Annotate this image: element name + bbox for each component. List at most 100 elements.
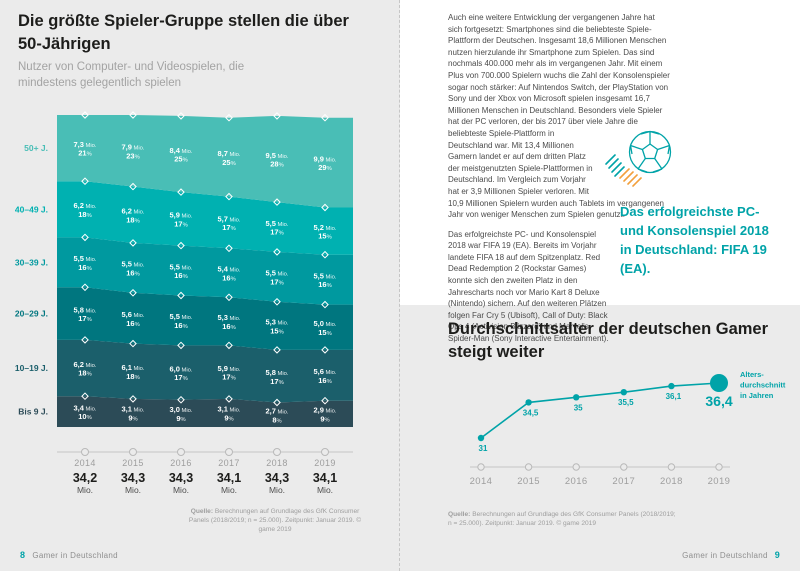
svg-text:5,2 Mio.: 5,2 Mio. bbox=[314, 223, 337, 232]
svg-text:5,6 Mio.: 5,6 Mio. bbox=[122, 310, 145, 319]
svg-text:5,5 Mio.: 5,5 Mio. bbox=[122, 260, 145, 269]
svg-text:17%: 17% bbox=[174, 373, 188, 382]
svg-text:34,3: 34,3 bbox=[121, 471, 145, 485]
stacked-bands bbox=[57, 115, 353, 427]
svg-text:15%: 15% bbox=[318, 328, 332, 337]
svg-text:16%: 16% bbox=[318, 376, 332, 385]
svg-text:6,2 Mio.: 6,2 Mio. bbox=[122, 207, 145, 216]
svg-text:Mio.: Mio. bbox=[221, 485, 237, 495]
svg-text:6,2 Mio.: 6,2 Mio. bbox=[74, 201, 97, 210]
page-left: Die größte Spieler-Gruppe stellen die üb… bbox=[15, 12, 368, 560]
svg-text:17%: 17% bbox=[270, 278, 284, 287]
svg-text:34,2: 34,2 bbox=[73, 471, 97, 485]
svg-text:16%: 16% bbox=[174, 321, 188, 330]
svg-text:2016: 2016 bbox=[565, 476, 588, 487]
svg-text:29%: 29% bbox=[318, 163, 332, 172]
value-label: 34,5 bbox=[523, 408, 539, 417]
age-group-label: 10–19 J. bbox=[15, 363, 48, 373]
svg-text:17%: 17% bbox=[78, 314, 92, 323]
svg-text:16%: 16% bbox=[126, 319, 140, 328]
svg-text:5,8 Mio.: 5,8 Mio. bbox=[74, 305, 97, 314]
svg-text:durchschnitt: durchschnitt bbox=[740, 381, 786, 390]
white-background-block bbox=[400, 0, 800, 305]
svg-text:5,8 Mio.: 5,8 Mio. bbox=[266, 368, 289, 377]
svg-text:Mio.: Mio. bbox=[173, 485, 189, 495]
svg-text:16%: 16% bbox=[222, 273, 236, 282]
source-note: Quelle: Berechnungen auf Grundlage des G… bbox=[182, 508, 368, 534]
svg-text:8,4 Mio.: 8,4 Mio. bbox=[170, 146, 193, 155]
soccer-ball-icon bbox=[605, 130, 672, 187]
svg-text:5,5 Mio.: 5,5 Mio. bbox=[266, 269, 289, 278]
svg-text:18%: 18% bbox=[126, 215, 140, 224]
source-label: Quelle: bbox=[190, 508, 214, 515]
svg-text:15%: 15% bbox=[318, 232, 332, 241]
data-point bbox=[620, 389, 627, 396]
svg-text:5,9 Mio.: 5,9 Mio. bbox=[170, 211, 193, 220]
age-group-label: 20–29 J. bbox=[15, 309, 48, 319]
svg-text:3,1 Mio.: 3,1 Mio. bbox=[218, 405, 241, 414]
svg-text:7,9 Mio.: 7,9 Mio. bbox=[122, 143, 145, 152]
footer-left: 8 Gamer in Deutschland bbox=[20, 550, 118, 560]
svg-text:16%: 16% bbox=[174, 271, 188, 280]
svg-text:10%: 10% bbox=[78, 412, 92, 421]
svg-text:3,1 Mio.: 3,1 Mio. bbox=[122, 405, 145, 414]
svg-text:5,4 Mio.: 5,4 Mio. bbox=[218, 265, 241, 274]
svg-text:2017: 2017 bbox=[218, 458, 240, 468]
svg-text:25%: 25% bbox=[174, 155, 188, 164]
svg-text:5,0 Mio.: 5,0 Mio. bbox=[314, 319, 337, 328]
average-age-line-chart: 31 34,5 35 35,5 36,1 36,4 2014 2015 2016 2017 2018… bbox=[470, 370, 786, 487]
value-label: 31 bbox=[479, 444, 488, 453]
section-title: Durchschnittsalter der deutschen Gamer s… bbox=[448, 320, 769, 361]
data-point bbox=[477, 434, 485, 442]
svg-text:9%: 9% bbox=[224, 414, 233, 423]
svg-text:9%: 9% bbox=[320, 414, 329, 423]
svg-text:18%: 18% bbox=[126, 372, 140, 381]
stacked-area-chart: 7,3 Mio.21%7,9 Mio.23%8,4 Mio.25%8,7 Mio… bbox=[15, 111, 353, 495]
svg-text:Mio.: Mio. bbox=[125, 485, 141, 495]
svg-text:18%: 18% bbox=[78, 210, 92, 219]
svg-text:3,4 Mio.: 3,4 Mio. bbox=[74, 403, 97, 412]
svg-text:17%: 17% bbox=[270, 377, 284, 386]
paragraph-top-games: Das erfolgreichste PC- und Konsolenspiel… bbox=[448, 229, 609, 344]
band-10–19 J. bbox=[57, 339, 353, 403]
svg-text:9,9 Mio.: 9,9 Mio. bbox=[314, 154, 337, 163]
band-50+ J. bbox=[57, 115, 353, 208]
svg-text:9%: 9% bbox=[128, 414, 137, 423]
svg-text:7,3 Mio.: 7,3 Mio. bbox=[74, 140, 97, 149]
svg-text:28%: 28% bbox=[270, 160, 284, 169]
svg-text:Mio.: Mio. bbox=[317, 485, 333, 495]
svg-text:16%: 16% bbox=[126, 268, 140, 277]
svg-text:2014: 2014 bbox=[74, 458, 96, 468]
source-label: Quelle: bbox=[448, 511, 471, 518]
svg-text:2018: 2018 bbox=[266, 458, 288, 468]
value-label: 36,1 bbox=[666, 392, 682, 401]
band-markers bbox=[81, 111, 329, 407]
svg-text:8%: 8% bbox=[272, 415, 281, 424]
age-group-label: Bis 9 J. bbox=[18, 407, 48, 417]
footer-label: Gamer in Deutschland bbox=[32, 551, 118, 560]
svg-text:5,5 Mio.: 5,5 Mio. bbox=[314, 271, 337, 280]
value-label: 35 bbox=[574, 403, 583, 412]
svg-text:17%: 17% bbox=[174, 219, 188, 228]
svg-text:6,0 Mio.: 6,0 Mio. bbox=[170, 364, 193, 373]
svg-text:34,1: 34,1 bbox=[217, 471, 241, 485]
svg-text:5,7 Mio.: 5,7 Mio. bbox=[218, 214, 241, 223]
svg-text:34,3: 34,3 bbox=[169, 471, 193, 485]
band-30–39 J. bbox=[57, 237, 353, 305]
svg-text:9,5 Mio.: 9,5 Mio. bbox=[266, 151, 289, 160]
body-text-column: Auch eine weitere Entwicklung der vergan… bbox=[448, 12, 672, 345]
svg-text:3,0 Mio.: 3,0 Mio. bbox=[170, 405, 193, 414]
age-trend-line: 31 34,5 35 35,5 36,1 36,4 bbox=[477, 374, 733, 453]
svg-text:Mio.: Mio. bbox=[77, 485, 93, 495]
svg-text:2019: 2019 bbox=[314, 458, 336, 468]
svg-text:Alters-: Alters- bbox=[740, 370, 764, 379]
svg-text:17%: 17% bbox=[222, 373, 236, 382]
svg-text:5,6 Mio.: 5,6 Mio. bbox=[314, 367, 337, 376]
fifa-callout: Das erfolgreichste PC- und Konsolenspiel… bbox=[620, 204, 769, 276]
svg-text:2017: 2017 bbox=[612, 476, 635, 487]
svg-text:34,3: 34,3 bbox=[265, 471, 289, 485]
source-note: Quelle: Berechnungen auf Grundlage des G… bbox=[448, 511, 678, 529]
soccer-ball-illustration bbox=[598, 128, 672, 188]
value-label-final: 36,4 bbox=[705, 393, 732, 409]
